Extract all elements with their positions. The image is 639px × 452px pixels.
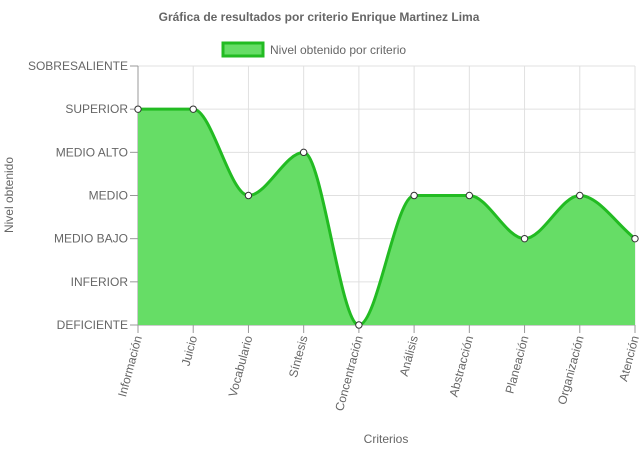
x-tick-label: Síntesis xyxy=(286,334,311,379)
x-tick-label: Concentración xyxy=(332,334,366,412)
data-point xyxy=(520,234,529,243)
data-point xyxy=(465,191,474,200)
chart-title: Gráfica de resultados por criterio Enriq… xyxy=(159,10,480,24)
data-point xyxy=(189,105,197,113)
y-tick-label: MEDIO ALTO xyxy=(56,145,128,159)
x-tick-label: Juicio xyxy=(179,334,201,368)
legend-swatch xyxy=(221,41,265,58)
data-point xyxy=(244,191,253,200)
x-tick-label: Planeación xyxy=(503,334,532,395)
y-axis: DEFICIENTE INFERIOR MEDIO BAJO MEDIO MEDIO A… xyxy=(28,59,139,332)
x-tick-label: Vocabulario xyxy=(226,334,256,399)
x-tick-label: Organización xyxy=(555,334,587,406)
x-tick-label: Análisis xyxy=(397,334,421,378)
x-axis-label: Criterios xyxy=(364,432,409,446)
y-tick-label: INFERIOR xyxy=(71,275,129,289)
legend-label: Nivel obtenido por criterio xyxy=(270,43,406,57)
series-line xyxy=(138,107,636,327)
y-tick-label: MEDIO xyxy=(89,189,128,203)
x-tick-label: Información xyxy=(115,334,145,398)
data-point xyxy=(299,148,308,157)
data-points xyxy=(134,105,639,329)
x-tick-label: Abstracción xyxy=(446,334,476,398)
y-tick-label: SUPERIOR xyxy=(65,102,128,116)
data-point xyxy=(576,191,584,200)
data-point xyxy=(355,321,363,329)
x-axis: Información Juicio Vocabulario Síntesis Conc… xyxy=(115,324,639,413)
y-tick-label: DEFICIENTE xyxy=(57,318,128,332)
legend[interactable]: Nivel obtenido por criterio xyxy=(221,41,406,58)
data-point xyxy=(410,191,418,200)
data-point xyxy=(134,105,142,113)
series-area xyxy=(138,109,635,326)
y-tick-label: MEDIO BAJO xyxy=(54,232,128,246)
data-point xyxy=(631,234,639,243)
x-tick-label: Atención xyxy=(616,334,639,383)
y-tick-label: SOBRESALIENTE xyxy=(28,59,128,73)
y-axis-label: Nivel obtenido xyxy=(2,157,16,233)
